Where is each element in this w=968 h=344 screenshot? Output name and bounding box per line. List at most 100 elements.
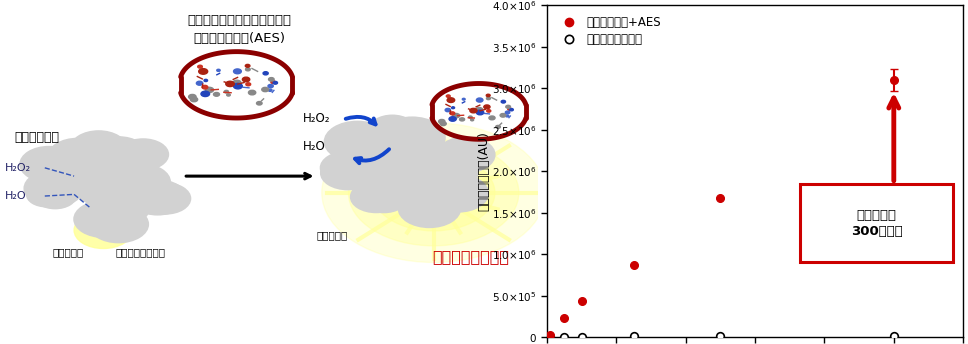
Circle shape xyxy=(117,138,169,171)
Circle shape xyxy=(261,87,269,92)
Circle shape xyxy=(246,68,250,71)
Circle shape xyxy=(476,98,483,102)
Circle shape xyxy=(486,94,490,97)
Circle shape xyxy=(476,110,484,115)
Y-axis label: 発光シグナル値(AU): 発光シグナル値(AU) xyxy=(477,131,491,211)
Circle shape xyxy=(476,108,483,112)
Circle shape xyxy=(505,111,510,114)
Circle shape xyxy=(94,181,137,208)
Circle shape xyxy=(54,161,93,185)
Circle shape xyxy=(484,105,490,109)
Circle shape xyxy=(427,174,489,213)
Circle shape xyxy=(100,175,143,202)
Circle shape xyxy=(469,116,472,118)
Circle shape xyxy=(349,181,403,213)
Text: ルミノール: ルミノール xyxy=(52,247,83,257)
Circle shape xyxy=(76,178,119,205)
Circle shape xyxy=(344,134,405,172)
Circle shape xyxy=(393,175,449,209)
Text: アプタメリック・エンザイム: アプタメリック・エンザイム xyxy=(187,14,291,28)
Circle shape xyxy=(373,154,495,231)
Circle shape xyxy=(69,169,112,195)
Circle shape xyxy=(198,68,208,74)
Text: ・サブユニット(AES): ・サブユニット(AES) xyxy=(194,32,286,45)
Circle shape xyxy=(90,161,133,187)
Circle shape xyxy=(91,136,147,171)
Circle shape xyxy=(410,143,475,183)
Circle shape xyxy=(330,133,374,161)
Circle shape xyxy=(226,81,234,87)
Circle shape xyxy=(383,141,429,170)
Circle shape xyxy=(359,158,406,186)
Circle shape xyxy=(446,95,450,97)
Circle shape xyxy=(97,185,140,212)
Circle shape xyxy=(33,182,76,209)
Circle shape xyxy=(73,146,118,174)
Circle shape xyxy=(249,90,256,95)
Circle shape xyxy=(319,151,374,185)
Circle shape xyxy=(389,141,436,170)
Circle shape xyxy=(321,123,546,262)
Circle shape xyxy=(197,81,202,85)
Circle shape xyxy=(113,149,159,178)
Circle shape xyxy=(96,159,139,186)
Circle shape xyxy=(489,116,495,120)
Circle shape xyxy=(378,149,424,177)
Circle shape xyxy=(449,117,456,121)
Circle shape xyxy=(378,116,446,159)
Circle shape xyxy=(214,93,220,96)
Circle shape xyxy=(323,121,391,163)
Circle shape xyxy=(343,165,387,193)
Circle shape xyxy=(75,212,133,248)
Circle shape xyxy=(453,114,460,118)
Circle shape xyxy=(271,81,275,84)
Circle shape xyxy=(320,156,376,190)
Circle shape xyxy=(205,87,214,93)
Circle shape xyxy=(273,82,278,84)
Circle shape xyxy=(460,118,465,121)
Circle shape xyxy=(408,148,455,177)
Circle shape xyxy=(378,146,425,175)
Circle shape xyxy=(509,108,513,111)
Circle shape xyxy=(268,78,274,81)
Circle shape xyxy=(189,95,197,99)
Circle shape xyxy=(428,147,470,173)
Circle shape xyxy=(348,140,519,246)
Circle shape xyxy=(394,144,440,173)
Circle shape xyxy=(501,100,505,103)
Circle shape xyxy=(88,205,149,243)
Text: ミオグロビン: ミオグロビン xyxy=(15,131,59,144)
Circle shape xyxy=(246,83,251,86)
Circle shape xyxy=(496,126,500,128)
Circle shape xyxy=(61,146,122,184)
Circle shape xyxy=(437,136,496,173)
Circle shape xyxy=(139,182,192,215)
Circle shape xyxy=(63,143,106,170)
Circle shape xyxy=(47,138,108,176)
Circle shape xyxy=(360,184,408,213)
Circle shape xyxy=(470,119,473,121)
Circle shape xyxy=(111,163,171,201)
Circle shape xyxy=(338,141,395,176)
Circle shape xyxy=(227,94,230,96)
Text: 弱い発光シグナル: 弱い発光シグナル xyxy=(115,247,166,257)
Circle shape xyxy=(452,107,455,109)
Circle shape xyxy=(469,108,477,113)
Circle shape xyxy=(391,159,437,188)
Circle shape xyxy=(97,182,140,209)
Circle shape xyxy=(439,142,491,174)
Circle shape xyxy=(410,148,478,191)
Circle shape xyxy=(89,180,133,207)
Circle shape xyxy=(399,166,445,195)
Text: H₂O₂: H₂O₂ xyxy=(303,111,331,125)
Text: H₂O₂: H₂O₂ xyxy=(5,163,31,173)
Circle shape xyxy=(369,115,416,144)
Circle shape xyxy=(66,173,108,200)
Circle shape xyxy=(82,206,127,233)
Circle shape xyxy=(404,175,464,213)
Circle shape xyxy=(202,85,208,89)
Circle shape xyxy=(19,146,78,183)
Circle shape xyxy=(439,119,445,123)
Circle shape xyxy=(440,122,446,126)
Circle shape xyxy=(70,130,128,166)
